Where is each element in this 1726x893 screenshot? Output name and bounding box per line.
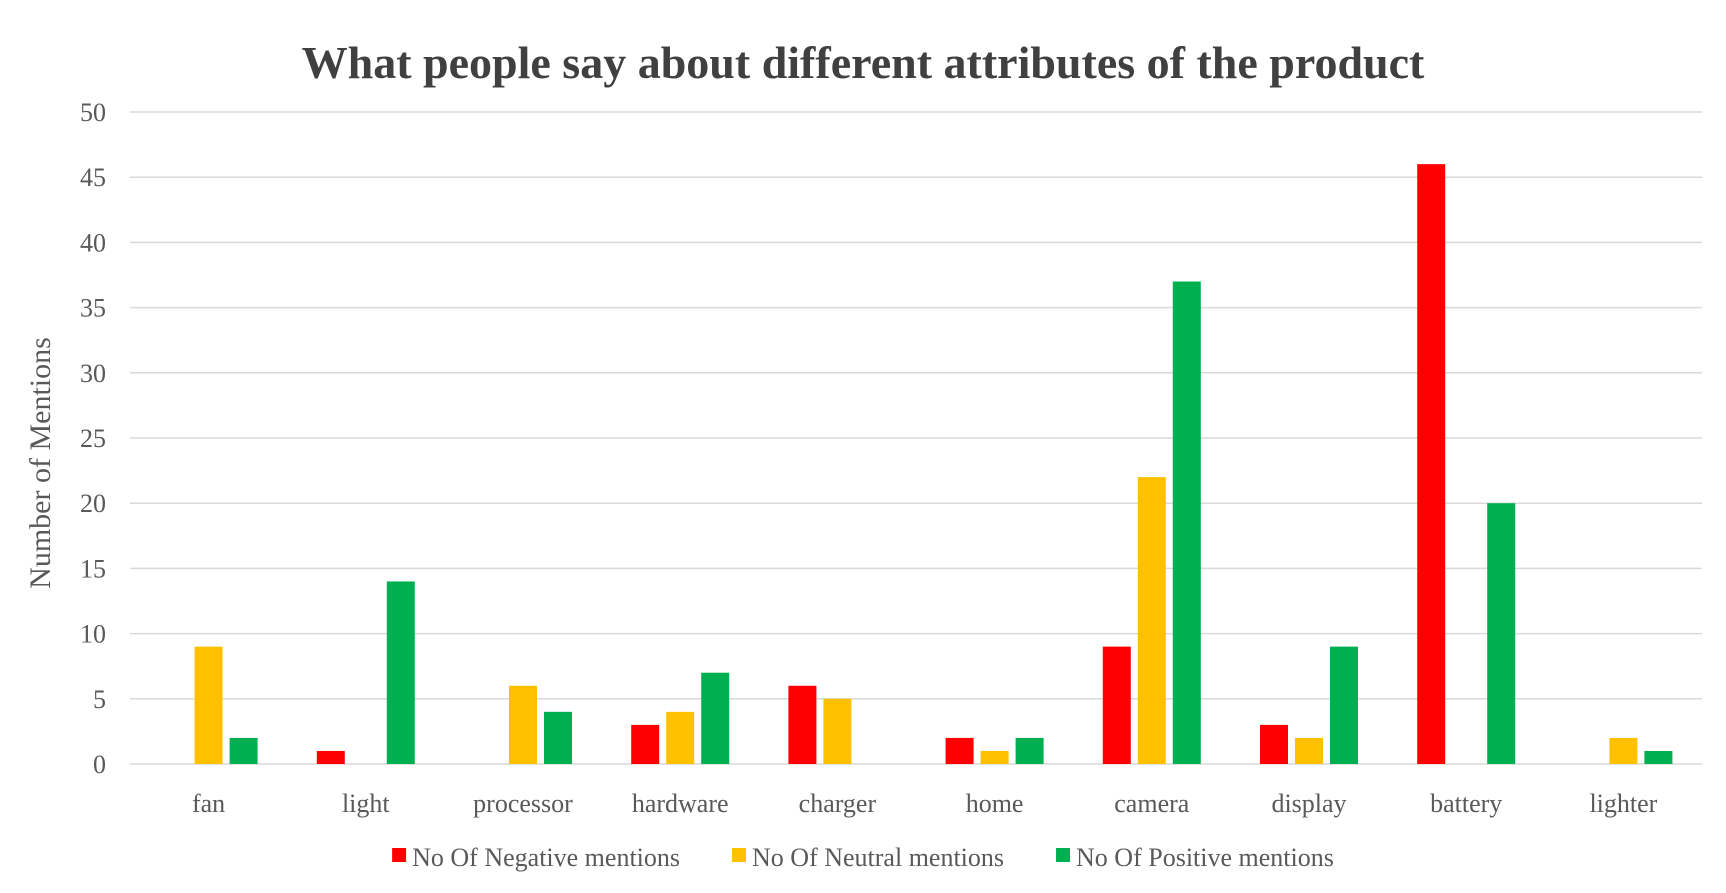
y-tick-label: 25 bbox=[80, 424, 106, 453]
bar-camera-positive bbox=[1172, 281, 1201, 764]
x-tick-label: hardware bbox=[632, 789, 729, 818]
bar-display-positive bbox=[1330, 646, 1358, 764]
y-tick-label: 45 bbox=[80, 163, 106, 192]
bar-fan-positive bbox=[229, 737, 258, 764]
y-tick-label: 0 bbox=[93, 750, 106, 779]
legend-swatch bbox=[392, 848, 407, 862]
x-tick-label: camera bbox=[1114, 789, 1190, 818]
legend: No Of Negative mentions No Of Neutral men… bbox=[392, 843, 1334, 872]
bar-fan-neutral bbox=[194, 646, 223, 764]
x-tick-labels: fan light processor hardware charger home came… bbox=[192, 789, 1658, 818]
y-axis-label: Number of Mentions bbox=[24, 337, 57, 589]
x-tick-label: charger bbox=[799, 789, 877, 818]
bar-light-positive bbox=[386, 581, 415, 764]
x-tick-label: fan bbox=[192, 789, 225, 818]
bar-lighter-positive bbox=[1644, 750, 1673, 764]
legend-swatch bbox=[1056, 848, 1071, 862]
bar-lighter-neutral bbox=[1609, 737, 1638, 764]
chart-title: What people say about different attribut… bbox=[302, 37, 1425, 88]
x-tick-label: battery bbox=[1430, 789, 1502, 818]
bar-charger-neutral bbox=[823, 698, 852, 764]
legend-label: No Of Positive mentions bbox=[1076, 843, 1334, 872]
y-tick-label: 50 bbox=[80, 98, 106, 127]
bar-charger-negative bbox=[788, 685, 817, 764]
bar-camera-negative bbox=[1102, 646, 1131, 764]
gridlines bbox=[130, 111, 1702, 765]
bar-hardware-positive bbox=[701, 672, 730, 764]
bar-processor-neutral bbox=[509, 685, 537, 764]
y-tick-label: 30 bbox=[80, 359, 106, 388]
legend-swatch bbox=[732, 848, 747, 862]
y-tick-label: 10 bbox=[80, 620, 106, 649]
bar-hardware-neutral bbox=[666, 711, 695, 764]
bar-processor-positive bbox=[544, 711, 572, 764]
x-tick-label: processor bbox=[473, 789, 573, 818]
legend-label: No Of Negative mentions bbox=[412, 843, 680, 872]
x-tick-label: lighter bbox=[1589, 789, 1657, 818]
bar-home-positive bbox=[1015, 737, 1044, 764]
y-tick-label: 15 bbox=[80, 554, 106, 583]
x-tick-label: display bbox=[1271, 789, 1346, 818]
x-tick-label: home bbox=[966, 789, 1024, 818]
bar-display-neutral bbox=[1295, 737, 1323, 764]
bar-home-negative bbox=[945, 737, 974, 764]
bar-battery-negative bbox=[1417, 164, 1446, 764]
y-tick-labels: 0 5 10 15 20 25 30 35 40 45 50 bbox=[80, 98, 106, 779]
bars bbox=[194, 164, 1673, 764]
y-tick-label: 5 bbox=[93, 685, 106, 714]
bar-display-negative bbox=[1260, 724, 1288, 764]
bar-camera-neutral bbox=[1137, 477, 1166, 764]
bar-home-neutral bbox=[980, 750, 1009, 764]
y-tick-label: 20 bbox=[80, 489, 106, 518]
bar-battery-positive bbox=[1487, 503, 1516, 764]
y-tick-label: 35 bbox=[80, 294, 106, 323]
y-tick-label: 40 bbox=[80, 228, 106, 257]
legend-label: No Of Neutral mentions bbox=[752, 843, 1004, 872]
bar-light-negative bbox=[316, 750, 345, 764]
x-tick-label: light bbox=[342, 789, 390, 818]
bar-hardware-negative bbox=[631, 724, 660, 764]
